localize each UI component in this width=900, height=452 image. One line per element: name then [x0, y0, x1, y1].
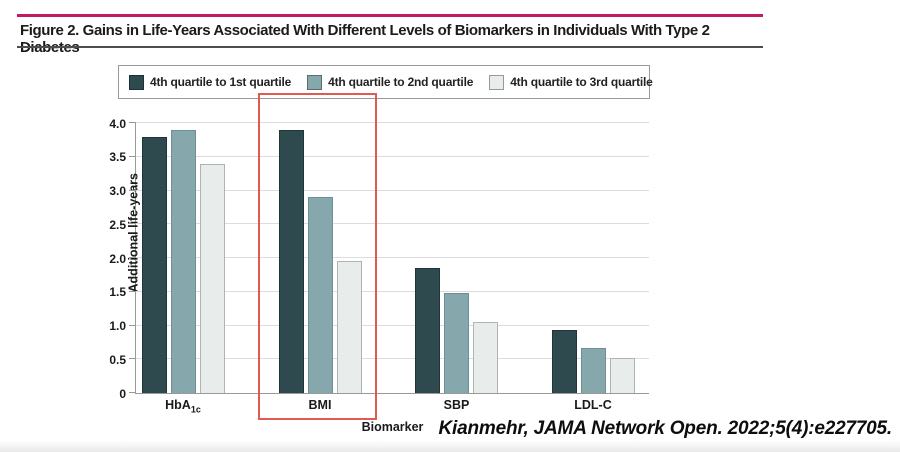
bar-group-sbp — [415, 268, 498, 393]
x-axis-category-label: LDL-C — [574, 398, 612, 412]
gridline — [136, 324, 649, 326]
legend-label: 4th quartile to 1st quartile — [150, 75, 292, 89]
gridline — [136, 122, 649, 123]
y-axis-tick — [129, 223, 136, 225]
legend-label: 4th quartile to 3rd quartile — [510, 75, 653, 89]
bar-series3-bmi — [336, 261, 362, 393]
y-axis-tick-label: 0 — [119, 386, 126, 401]
bar-group-hba1c — [141, 129, 225, 393]
bar-series2-hba1c — [170, 129, 196, 393]
y-axis-tick — [129, 155, 136, 157]
legend-swatch-icon — [489, 74, 505, 90]
bar-series1-sbp — [415, 268, 440, 393]
gridline — [136, 223, 649, 225]
bar-group-bmi — [278, 129, 362, 393]
y-axis-tick-label: 3.5 — [109, 150, 126, 165]
gridline — [136, 189, 649, 191]
y-axis-tick — [129, 189, 136, 191]
x-axis-category-label: BMI — [308, 398, 332, 412]
bar-series2-bmi — [307, 197, 333, 393]
y-axis-title: Additional life-years — [126, 172, 141, 293]
gridline — [136, 358, 649, 360]
legend-swatch-icon — [129, 74, 144, 90]
bar-series2-sbp — [444, 293, 469, 393]
bar-series1-bmi — [278, 129, 304, 393]
y-axis-tick — [129, 324, 136, 326]
y-axis-tick — [129, 257, 136, 258]
bar-series3-sbp — [473, 322, 498, 393]
y-axis-tick — [129, 392, 136, 393]
x-axis-category-label: SBP — [443, 398, 470, 412]
gridline — [136, 257, 649, 258]
title-divider — [17, 46, 763, 48]
gridline — [136, 155, 649, 157]
bottom-fade — [0, 440, 900, 452]
y-axis-tick-label: 0.5 — [109, 352, 126, 367]
y-axis-tick-label: 4.0 — [109, 116, 126, 131]
x-axis-title: Biomarker — [361, 420, 424, 434]
y-axis-tick — [129, 122, 136, 123]
gridline — [136, 290, 649, 292]
y-axis-tick-label: 3.0 — [109, 184, 126, 198]
y-axis-tick-label: 2.5 — [109, 217, 126, 232]
y-axis-tick-label: 1.0 — [109, 319, 126, 333]
x-axis-category-label: HbA1c — [165, 398, 201, 415]
y-axis-tick-label: 1.5 — [109, 285, 126, 300]
legend-entry-2: 4th quartile to 2nd quartile — [307, 74, 474, 90]
y-axis-tick — [129, 290, 136, 292]
bar-group-ldl-c — [551, 330, 635, 393]
bar-series3-ldl-c — [609, 357, 635, 393]
legend-entry-3: 4th quartile to 3rd quartile — [489, 74, 653, 90]
legend-entry-1: 4th quartile to 1st quartile — [129, 74, 292, 90]
bar-series1-ldl-c — [551, 330, 577, 393]
y-axis-tick — [129, 358, 136, 360]
y-axis-tick-label: 2.0 — [109, 251, 126, 266]
citation: Kianmehr, JAMA Network Open. 2022;5(4):e… — [438, 418, 893, 439]
legend-swatch-icon — [307, 74, 323, 90]
bar-chart-plot-area: Additional life-years Biomarker 0 0.5 1.0 1… — [109, 117, 649, 434]
accent-rule — [17, 14, 763, 17]
chart-legend: 4th quartile to 1st quartile 4th quartile… — [118, 65, 653, 99]
bar-series2-ldl-c — [580, 347, 606, 393]
figure-title: Figure 2. Gains in Life-Years Associated… — [20, 22, 710, 56]
legend-label: 4th quartile to 2nd quartile — [328, 75, 474, 89]
bar-series3-hba1c — [199, 163, 225, 393]
bar-series1-hba1c — [141, 136, 167, 393]
